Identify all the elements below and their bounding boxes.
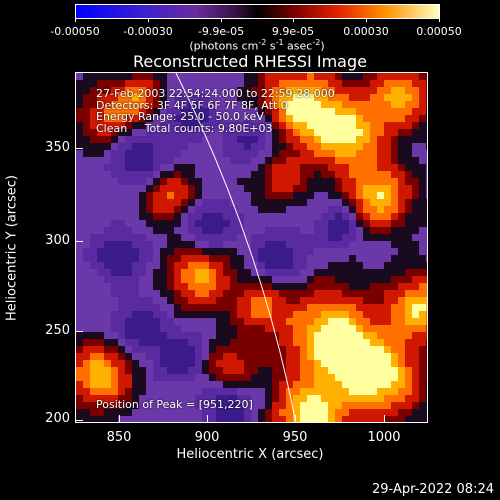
colorbar	[75, 4, 440, 19]
x-tick-mark	[384, 415, 385, 423]
plot-timestamp: 29-Apr-2022 08:24	[372, 482, 494, 497]
colorbar-tick	[366, 18, 367, 22]
colorbar-label: -0.00030	[123, 25, 173, 38]
y-tick-mark	[75, 420, 83, 421]
info-energy-range: Energy Range: 25.0 - 50.0 keV	[96, 110, 264, 123]
solar-limb-line	[175, 73, 297, 422]
y-tick-mark	[75, 331, 83, 332]
x-tick-label: 950	[282, 430, 308, 445]
info-peak-position: Position of Peak = [951,220]	[96, 398, 253, 411]
colorbar-tick	[75, 18, 76, 22]
info-clean-counts: Clean Total counts: 9.80E+03	[96, 121, 273, 135]
colorbar-tick	[148, 18, 149, 22]
colorbar-tick	[293, 18, 294, 22]
colorbar-label: 0.00050	[416, 25, 462, 38]
units-exp: -2	[258, 38, 267, 47]
units-part: asec	[283, 39, 313, 53]
y-tick-label: 300	[45, 233, 70, 248]
colorbar-label: -9.9e-05	[197, 25, 245, 38]
x-tick-label: 900	[194, 430, 220, 445]
units-exp: -2	[312, 38, 321, 47]
x-tick-mark	[119, 415, 120, 423]
y-tick-label: 200	[45, 411, 70, 426]
rhessi-image-map	[76, 73, 427, 422]
units-part: (photons cm	[189, 39, 259, 53]
units-part: )	[320, 39, 325, 53]
info-detectors: Detectors: 3F 4F 5F 6F 7F 8F, Att 0	[96, 98, 288, 112]
colorbar-tick	[439, 18, 440, 22]
y-axis-label: Heliocentric Y (arcsec)	[4, 175, 20, 321]
colorbar-label: 0.00030	[343, 25, 389, 38]
colorbar-label: -0.00050	[50, 25, 100, 38]
colorbar-label: 9.9e-05	[271, 25, 315, 38]
units-exp: -1	[275, 38, 284, 47]
image-plot: 27-Feb-2003 22:54:24.000 to 22:59:28.000…	[75, 72, 428, 423]
x-tick-label: 850	[106, 430, 132, 445]
image-title: Reconstructed RHESSI Image	[133, 52, 367, 71]
units-part: s	[266, 39, 276, 53]
x-tick-label: 1000	[367, 430, 401, 445]
y-tick-mark	[75, 241, 83, 242]
colorbar-tick	[221, 18, 222, 22]
info-time-range: 27-Feb-2003 22:54:24.000 to 22:59:28.000	[96, 87, 335, 100]
colorbar-units: (photons cm-2 s-1 asec-2)	[189, 38, 324, 53]
y-tick-label: 250	[45, 323, 70, 338]
x-tick-mark	[295, 415, 296, 423]
x-tick-mark	[207, 415, 208, 423]
y-tick-mark	[75, 148, 83, 149]
y-tick-label: 350	[45, 140, 70, 155]
x-axis-label: Heliocentric X (arcsec)	[176, 447, 324, 462]
